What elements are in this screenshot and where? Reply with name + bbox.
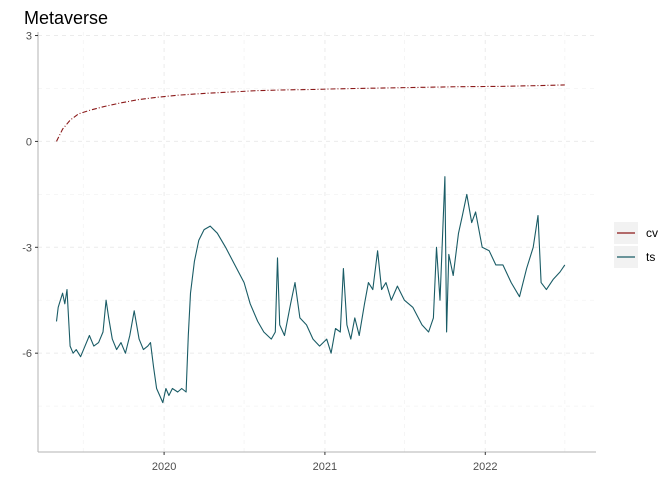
chart-title: Metaverse [24, 8, 108, 28]
legend: cv ts [614, 222, 658, 268]
y-tick-label: -3 [22, 242, 32, 254]
y-axis-ticks: 3 0 -3 -6 [22, 31, 38, 360]
x-tick-label: 2022 [473, 461, 497, 473]
series-line-cv [56, 84, 565, 142]
y-tick-label: 0 [26, 136, 32, 148]
y-tick-label: -6 [22, 348, 32, 360]
x-axis-ticks: 2020 2021 2022 [152, 452, 498, 473]
y-tick-label: 3 [26, 31, 32, 43]
x-tick-label: 2021 [313, 461, 337, 473]
x-tick-label: 2020 [152, 461, 176, 473]
legend-label-cv: cv [646, 226, 658, 240]
grid [38, 32, 596, 452]
series-lines [55, 84, 566, 404]
legend-label-ts: ts [646, 250, 655, 264]
series-line-ts [55, 176, 566, 404]
